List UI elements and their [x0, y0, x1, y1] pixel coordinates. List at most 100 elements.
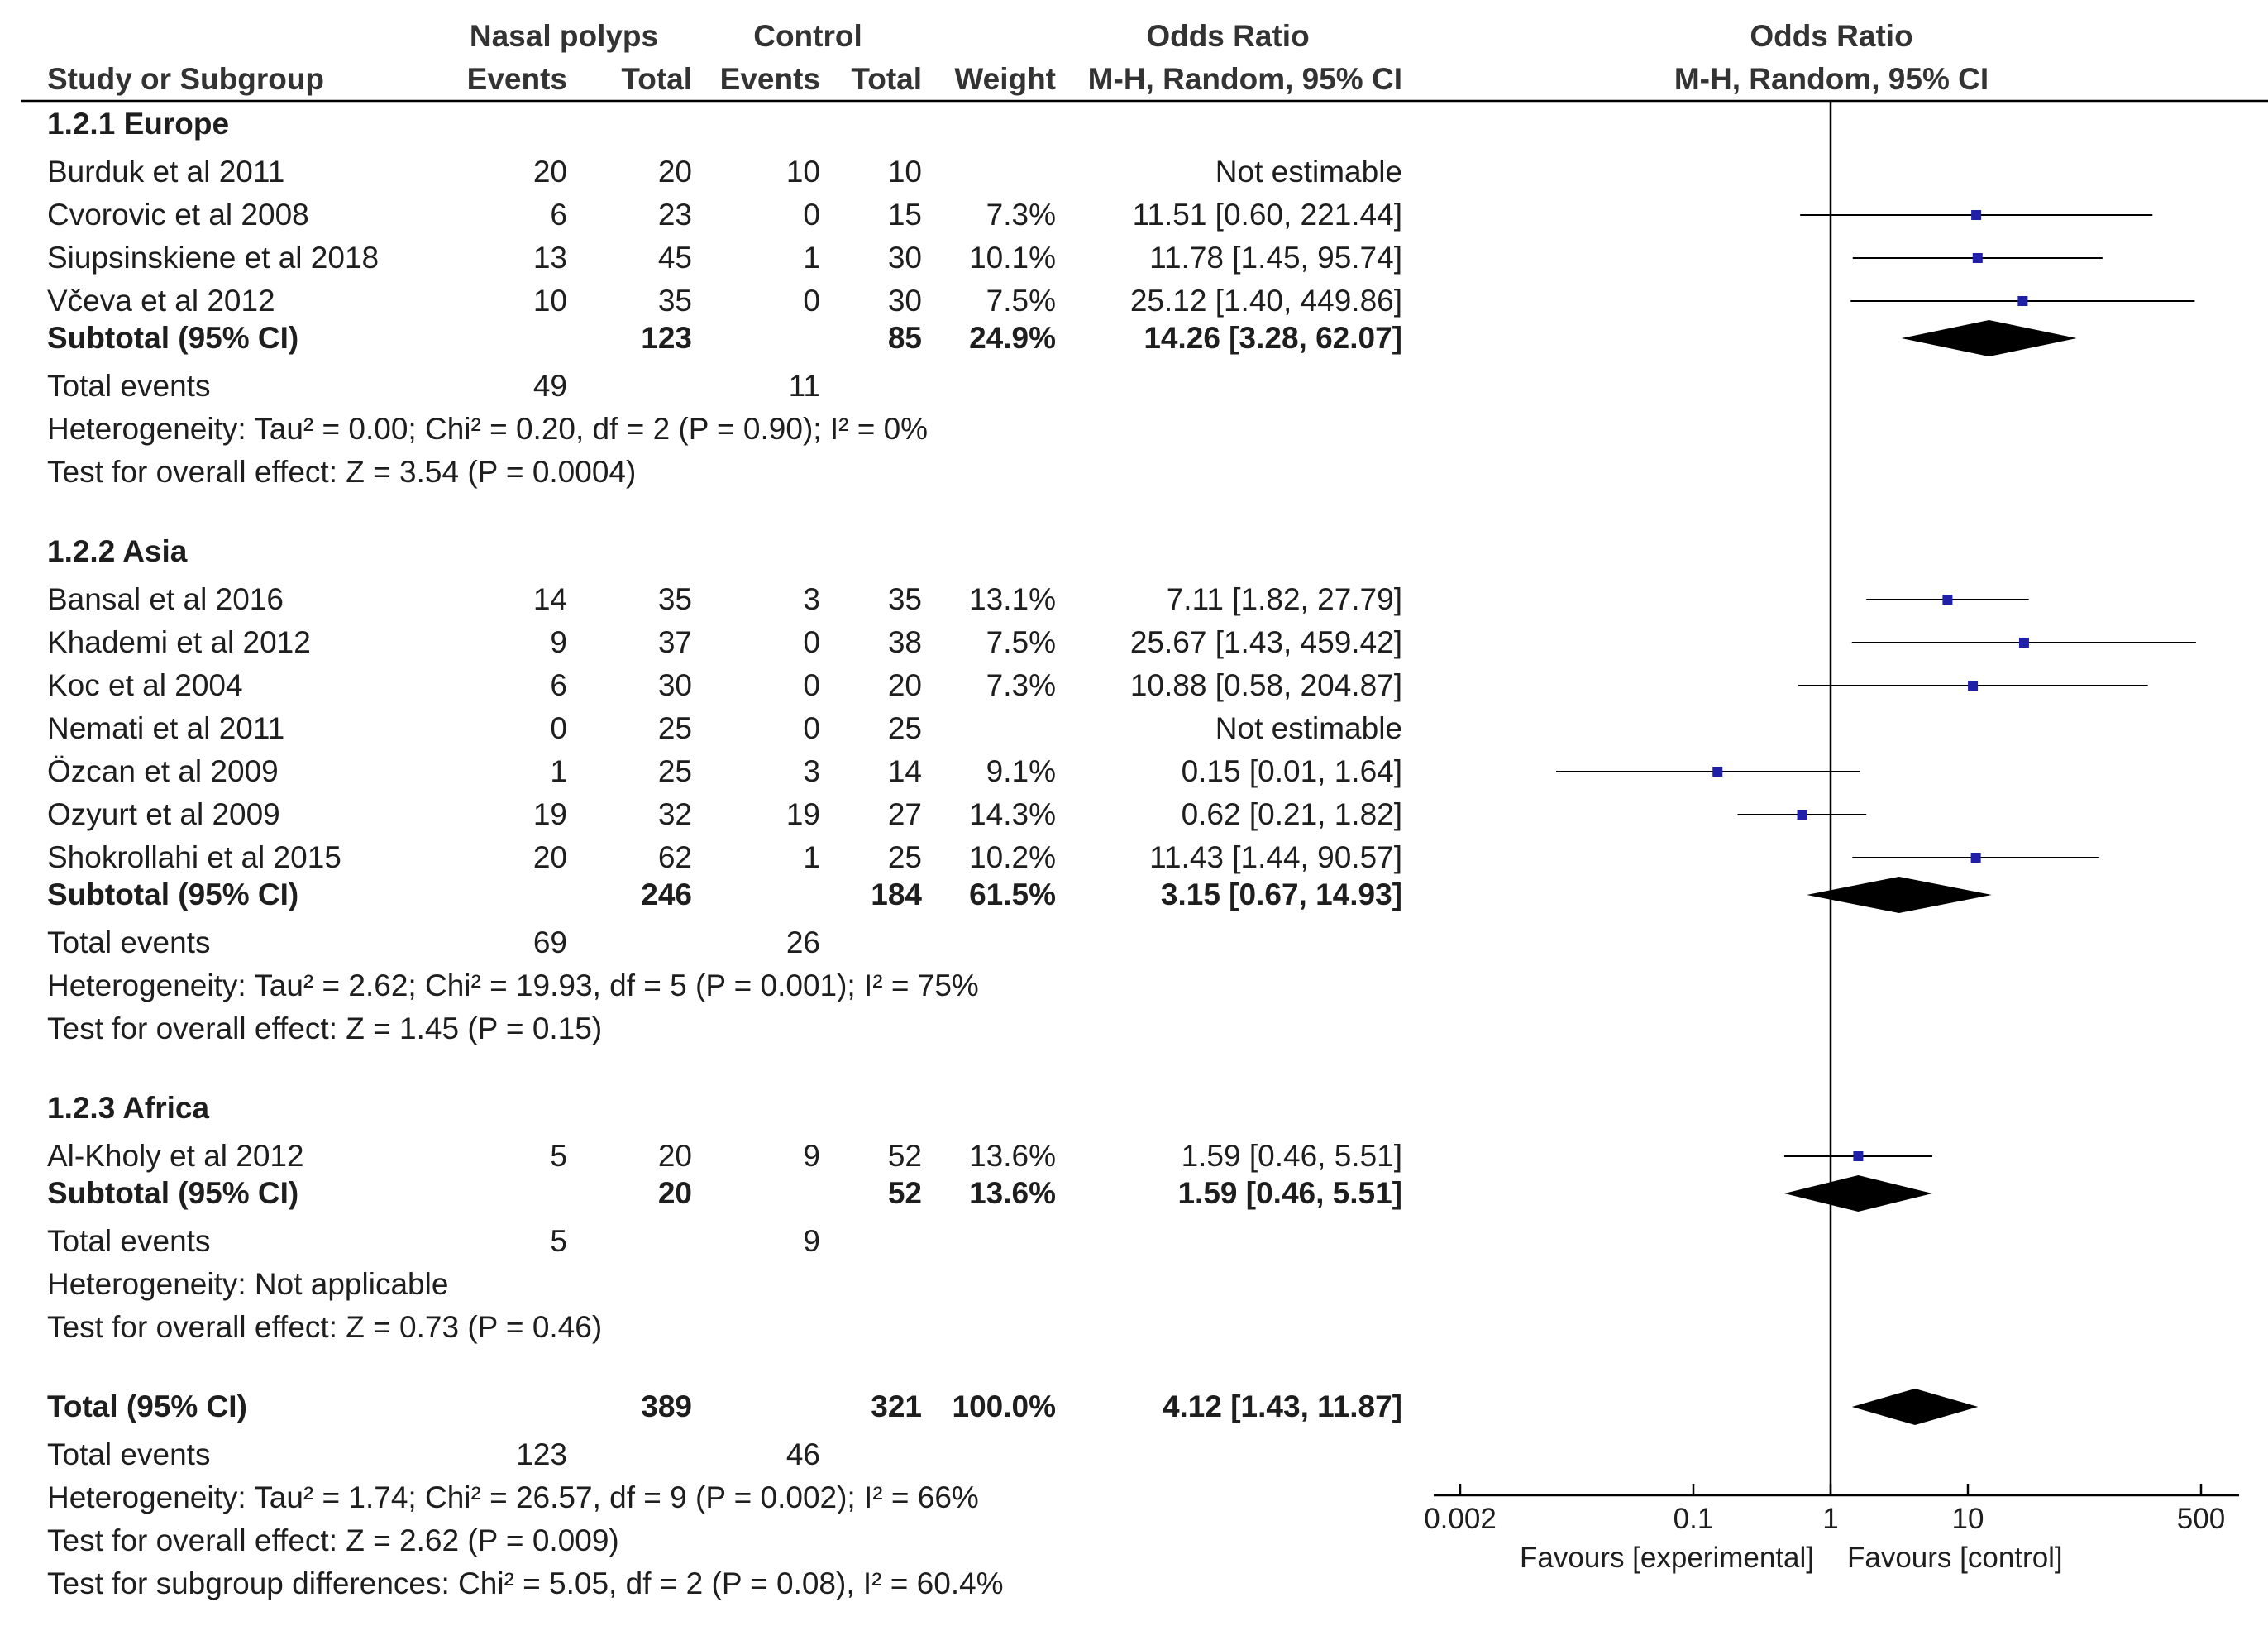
subtotal-weight: 24.9%	[969, 321, 1056, 355]
weight-value: 7.3%	[986, 668, 1056, 702]
x-tick-label: 10	[1952, 1503, 1984, 1535]
subtotal-label: Subtotal (95% CI)	[47, 321, 298, 355]
total-events-label: Total events	[47, 925, 210, 959]
overall-effect-text: Test for overall effect: Z = 2.62 (P = 0…	[47, 1523, 619, 1557]
weight-value: 13.6%	[969, 1139, 1056, 1173]
point-estimate	[1712, 767, 1723, 777]
subtotal-total1: 20	[658, 1176, 692, 1210]
total1-value: 25	[658, 754, 692, 788]
total2-value: 15	[888, 198, 922, 232]
study-name: Özcan et al 2009	[47, 754, 279, 788]
heterogeneity-text: Heterogeneity: Not applicable	[47, 1267, 448, 1301]
table-header: Nasal polyps Control Odds Ratio Odds Rat…	[21, 19, 2268, 103]
group1-header: Nasal polyps	[470, 19, 658, 53]
events1-header: Events	[467, 62, 567, 96]
total1-value: 32	[658, 797, 692, 831]
events1-value: 20	[533, 155, 567, 189]
events2-header: Events	[720, 62, 820, 96]
weight-value: 7.5%	[986, 625, 1056, 659]
total-total1: 389	[641, 1389, 692, 1423]
events2-value: 0	[803, 284, 820, 318]
study-name: Cvorovic et al 2008	[47, 198, 309, 232]
total1-value: 45	[658, 241, 692, 275]
subtotal-total2: 184	[871, 878, 922, 911]
events2-value: 0	[803, 668, 820, 702]
total2-value: 52	[888, 1139, 922, 1173]
total-events2: 11	[789, 369, 820, 403]
pooled-diamond	[1851, 1389, 1979, 1425]
point-estimate	[1972, 253, 1983, 263]
overall-effect-text: Test for overall effect: Z = 0.73 (P = 0…	[47, 1310, 602, 1344]
events2-value: 3	[803, 754, 820, 788]
point-estimate	[2017, 296, 2028, 306]
events2-value: 3	[803, 582, 820, 616]
total1-value: 35	[658, 284, 692, 318]
subgroup-diff-text: Test for subgroup differences: Chi² = 5.…	[47, 1566, 1004, 1600]
subgroup-title: 1.2.2 Asia	[47, 534, 188, 568]
x-tick-label: 1	[1822, 1503, 1838, 1535]
subtotal-ci: 14.26 [3.28, 62.07]	[1144, 321, 1402, 355]
total-events2: 46	[786, 1437, 820, 1471]
total1-value: 62	[658, 840, 692, 874]
total1-value: 37	[658, 625, 692, 659]
total-events1: 123	[516, 1437, 567, 1471]
total2-value: 20	[888, 668, 922, 702]
odds-ratio-ci: Not estimable	[1215, 711, 1402, 745]
plot-area: 0.002 0.1 1 10 500 Favours [experimental] Favo…	[1424, 101, 2239, 1574]
events2-value: 1	[803, 241, 820, 275]
total2-value: 27	[888, 797, 922, 831]
point-estimate	[1968, 681, 1979, 691]
weight-value: 7.5%	[986, 284, 1056, 318]
total2-header: Total	[851, 62, 922, 96]
total2-value: 30	[888, 241, 922, 275]
odds-ratio-ci: 25.67 [1.43, 459.42]	[1130, 625, 1402, 659]
events2-value: 0	[803, 625, 820, 659]
point-estimate	[1853, 1151, 1864, 1161]
total-events1: 69	[533, 925, 567, 959]
pooled-diamond	[1807, 877, 1992, 913]
events1-value: 5	[550, 1139, 567, 1173]
subtotal-total1: 246	[641, 878, 692, 911]
study-name: Shokrollahi et al 2015	[47, 840, 341, 874]
total-events2: 9	[803, 1224, 820, 1258]
study-name: Koc et al 2004	[47, 668, 243, 702]
heterogeneity-text: Heterogeneity: Tau² = 1.74; Chi² = 26.57…	[47, 1480, 979, 1514]
subtotal-total2: 85	[888, 321, 922, 355]
odds-ratio-ci: 25.12 [1.40, 449.86]	[1130, 284, 1402, 318]
total-events-label: Total events	[47, 1437, 210, 1471]
events2-value: 10	[786, 155, 820, 189]
total2-value: 14	[888, 754, 922, 788]
weight-value: 10.1%	[969, 241, 1056, 275]
total1-value: 25	[658, 711, 692, 745]
events1-value: 14	[533, 582, 567, 616]
favours-right-label: Favours [control]	[1847, 1542, 2063, 1574]
events1-value: 6	[550, 668, 567, 702]
events1-value: 19	[533, 797, 567, 831]
subtotal-weight: 61.5%	[969, 878, 1056, 911]
events1-value: 6	[550, 198, 567, 232]
subtotal-label: Subtotal (95% CI)	[47, 878, 298, 911]
odds-ratio-ci: 1.59 [0.46, 5.51]	[1182, 1139, 1402, 1173]
total-label: Total (95% CI)	[47, 1389, 247, 1423]
odds-ratio-ci: 10.88 [0.58, 204.87]	[1130, 668, 1402, 702]
point-estimate	[1970, 853, 1981, 863]
events2-value: 19	[786, 797, 820, 831]
weight-value: 7.3%	[986, 198, 1056, 232]
study-name: Včeva et al 2012	[47, 284, 275, 318]
events1-value: 0	[550, 711, 567, 745]
total1-header: Total	[621, 62, 692, 96]
favours-left-label: Favours [experimental]	[1520, 1542, 1814, 1574]
total2-value: 25	[888, 840, 922, 874]
total-ci: 4.12 [1.43, 11.87]	[1163, 1389, 1402, 1423]
subtotal-label: Subtotal (95% CI)	[47, 1176, 298, 1210]
study-name: Khademi et al 2012	[47, 625, 311, 659]
total-events-label: Total events	[47, 369, 210, 403]
events2-value: 1	[803, 840, 820, 874]
subtotal-ci: 3.15 [0.67, 14.93]	[1161, 878, 1402, 911]
x-tick-label: 0.1	[1674, 1503, 1714, 1535]
total-events-label: Total events	[47, 1224, 210, 1258]
pooled-diamond	[1784, 1175, 1933, 1212]
total2-value: 30	[888, 284, 922, 318]
